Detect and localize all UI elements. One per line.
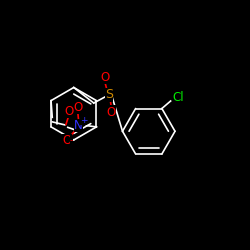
Text: O: O [73,101,82,114]
Text: O: O [65,105,74,118]
Text: -: - [70,136,73,145]
Text: O: O [106,106,116,118]
Text: O: O [62,134,72,147]
Text: O: O [100,71,110,84]
Text: Cl: Cl [173,91,184,104]
Text: S: S [105,88,113,102]
Text: N: N [74,119,83,132]
Text: +: + [80,116,87,124]
